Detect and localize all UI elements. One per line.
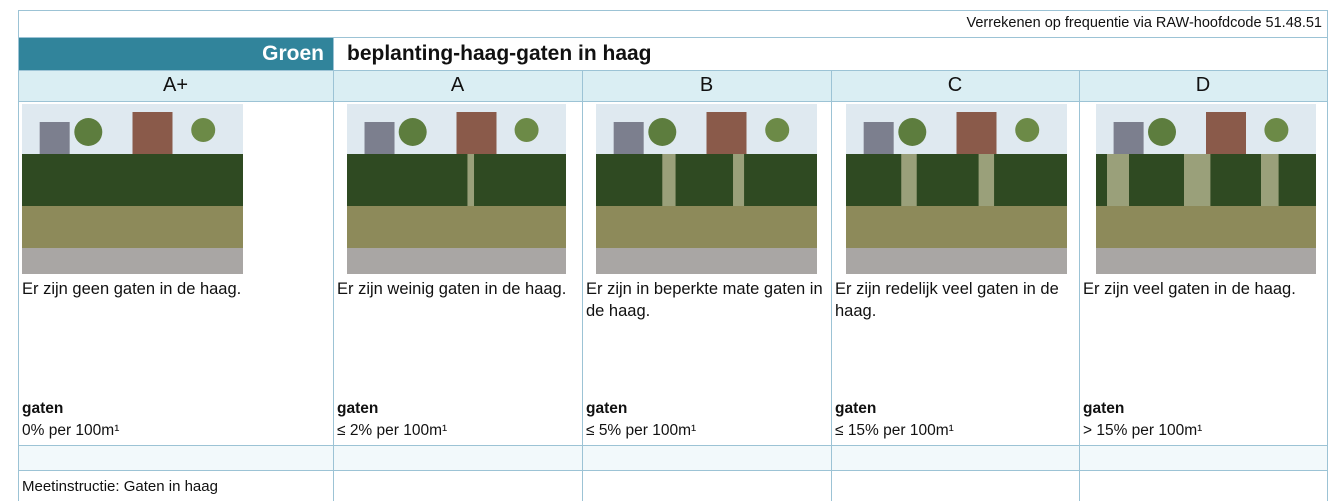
metric-value: ≤ 2% per 100m¹ [337,420,576,442]
metric-label: gaten [337,398,576,420]
photo-part [191,118,215,142]
photo-part [596,206,817,248]
photo-part [467,154,474,206]
page: Verrekenen op frequentie via RAW-hoofdco… [0,0,1328,501]
grade-label: A [333,70,582,101]
photo-part [1107,154,1129,206]
grade-label: C [831,70,1079,101]
grade-description: Er zijn in beperkte mate gaten in de haa… [586,278,825,322]
border [333,37,334,501]
hedge-photo [1096,104,1316,274]
photo-part [347,206,566,248]
photo-part [1184,154,1210,206]
grade-description: Er zijn veel gaten in de haag. [1083,278,1321,300]
photo-part [347,154,566,206]
border [18,10,1328,11]
border [831,70,832,501]
hedge-photo [22,104,243,274]
border [18,470,1328,471]
photo-part [347,248,566,274]
metric-value: 0% per 100m¹ [22,420,327,442]
hedge-photo [846,104,1067,274]
grade-description: Er zijn redelijk veel gaten in de haag. [835,278,1073,322]
hedge-photo [347,104,566,274]
photo-part [733,154,744,206]
photo-part [765,118,789,142]
grade-label: B [582,70,831,101]
photo-part [1261,154,1279,206]
photo-part [596,154,817,206]
photo-part [1015,118,1039,142]
metric-label: gaten [22,398,327,420]
photo-part [22,154,243,206]
metric-value: > 15% per 100m¹ [1083,420,1321,442]
photo-part [22,206,243,248]
metric-value: ≤ 15% per 100m¹ [835,420,1073,442]
photo-part [74,118,102,146]
metric-label: gaten [835,398,1073,420]
photo-part [1096,206,1316,248]
border [18,37,1328,38]
spacer-row [18,445,1328,470]
photo-part [22,248,243,274]
photo-part [1148,118,1176,146]
category-label: Groen [18,37,324,70]
grade-description: Er zijn geen gaten in de haag. [22,278,327,300]
photo-part [846,154,1067,206]
border [18,70,1328,71]
grade-description: Er zijn weinig gaten in de haag. [337,278,576,300]
photo-part [515,118,539,142]
photo-part [846,206,1067,248]
photo-part [1264,118,1288,142]
photo-part [648,118,676,146]
hedge-photo [596,104,817,274]
border [1079,70,1080,501]
photo-part [979,154,994,206]
border [582,70,583,501]
photo-part [596,248,817,274]
border [18,445,1328,446]
border [18,10,19,501]
metric-label: gaten [586,398,825,420]
measurement-instruction: Meetinstructie: Gaten in haag [22,476,332,498]
metric-value: ≤ 5% per 100m¹ [586,420,825,442]
photo-part [901,154,916,206]
grade-label: D [1079,70,1327,101]
photo-part [1096,248,1316,274]
grade-label: A+ [18,70,333,101]
border [18,101,1328,102]
photo-part [846,248,1067,274]
photo-part [399,118,427,146]
photo-part [898,118,926,146]
table-title: beplanting-haag-gaten in haag [347,37,1317,70]
photo-part [662,154,675,206]
frequency-note: Verrekenen op frequentie via RAW-hoofdco… [18,10,1322,37]
metric-label: gaten [1083,398,1321,420]
